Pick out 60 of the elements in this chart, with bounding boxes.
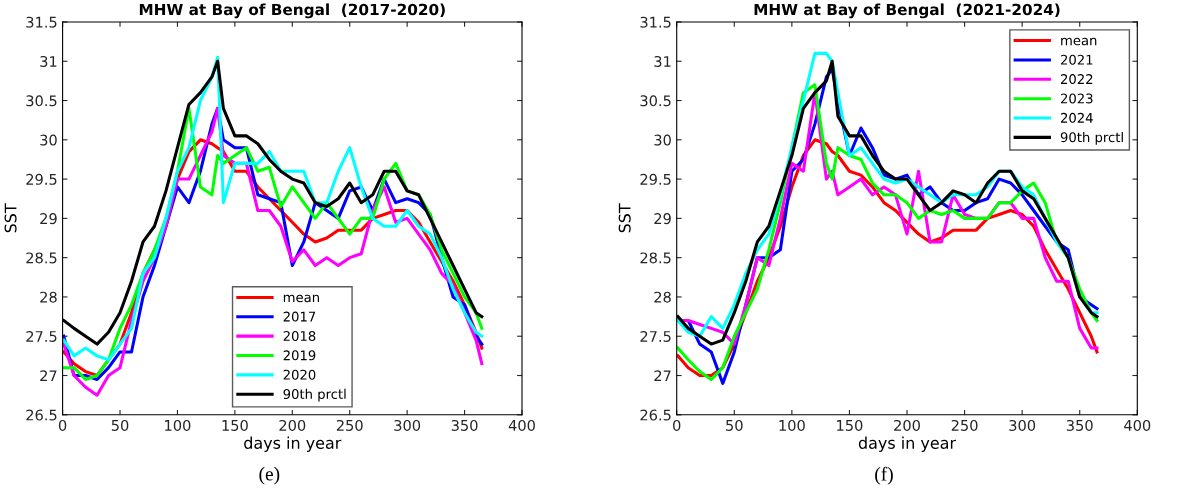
y-tick-label: 28 [40, 291, 57, 303]
x-tick-label: 400 [508, 419, 535, 431]
x-tick-label: 250 [951, 419, 978, 431]
chart-title: MHW at Bay of Bengal (2021-2024) [754, 3, 1060, 19]
y-tick-label: 31.5 [640, 16, 671, 28]
x-tick-label: 50 [726, 419, 743, 431]
y-tick-label: 29.5 [640, 173, 671, 185]
y-tick-label: 30 [40, 134, 57, 146]
y-tick-label: 29 [40, 213, 57, 225]
y-tick-label: 28.5 [26, 252, 57, 264]
y-tick-label: 30.5 [640, 95, 671, 107]
legend-label: 90th prctl [1060, 131, 1123, 145]
y-tick-label: 28 [654, 291, 671, 303]
legend-label: 2023 [1060, 93, 1093, 104]
y-tick-label: 29 [654, 213, 671, 225]
y-tick-label: 26.5 [640, 409, 671, 421]
x-tick-label: 200 [894, 419, 920, 431]
x-tick-label: 100 [165, 419, 191, 431]
x-tick-label: 0 [673, 419, 681, 431]
x-tick-label: 350 [451, 419, 478, 431]
y-tick-label: 27.5 [26, 330, 57, 342]
legend-label: 2018 [283, 330, 316, 341]
y-tick-label: 31.5 [26, 16, 57, 28]
x-tick-label: 250 [336, 419, 363, 431]
y-tick-label: 27 [40, 370, 57, 382]
y-axis-title: SST [618, 203, 631, 233]
x-tick-label: 200 [279, 419, 306, 431]
x-tick-label: 300 [394, 419, 421, 431]
legend-label: 2024 [1060, 112, 1093, 123]
chart-title: MHW at Bay of Bengal (2017-2020) [139, 3, 445, 19]
legend-label: 2020 [283, 369, 316, 380]
y-axis-title: SST [4, 203, 17, 233]
legend-label: 2019 [283, 350, 316, 361]
y-tick-label: 30 [654, 134, 671, 146]
x-tick-label: 300 [1009, 419, 1036, 431]
y-tick-label: 27.5 [640, 330, 671, 342]
y-tick-label: 31 [40, 55, 57, 67]
x-tick-label: 100 [779, 419, 805, 431]
x-axis-title: days in year [244, 436, 342, 453]
y-tick-label: 31 [654, 55, 671, 67]
x-tick-label: 350 [1066, 419, 1093, 431]
x-tick-label: 150 [222, 419, 248, 431]
legend-label: 2021 [1060, 54, 1093, 65]
y-tick-label: 30.5 [26, 95, 57, 107]
y-tick-label: 26.5 [26, 409, 57, 421]
x-tick-label: 400 [1124, 419, 1151, 431]
x-axis-title: days in year [858, 436, 957, 453]
x-tick-label: 150 [837, 419, 863, 431]
y-tick-label: 29.5 [26, 173, 57, 185]
legend-label: 2022 [1060, 74, 1093, 85]
legend-label: mean [283, 294, 319, 303]
y-tick-label: 27 [654, 370, 671, 382]
text: (e) [259, 466, 280, 485]
x-tick-label: 0 [58, 419, 67, 431]
y-tick-label: 28.5 [640, 252, 671, 264]
legend-label: mean [1061, 37, 1097, 46]
text: (f) [875, 466, 893, 485]
legend-label: 2017 [283, 311, 316, 322]
legend-label: 90th prctl [283, 388, 346, 402]
x-tick-label: 50 [111, 419, 129, 431]
